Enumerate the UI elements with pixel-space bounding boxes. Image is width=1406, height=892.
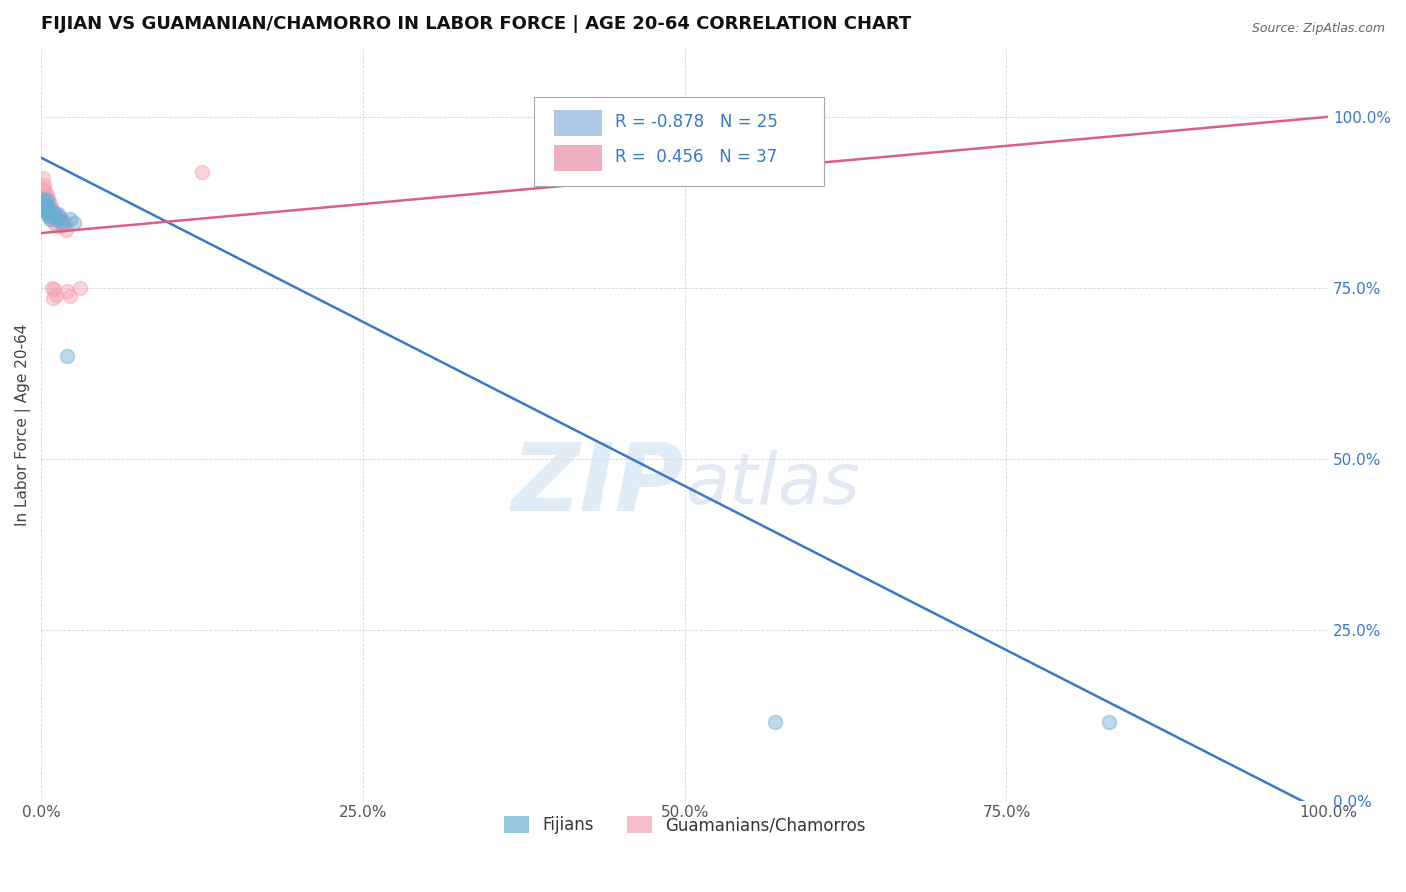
Point xyxy=(56,349,79,363)
Point xyxy=(53,216,76,230)
Point xyxy=(32,181,55,195)
Legend: Fijians, Guamanians/Chamorros: Fijians, Guamanians/Chamorros xyxy=(498,810,873,841)
Point xyxy=(48,213,70,227)
Point xyxy=(39,197,62,211)
Point xyxy=(32,195,55,210)
Point xyxy=(56,284,79,298)
Point xyxy=(45,207,67,221)
Point xyxy=(51,213,73,227)
Bar xyxy=(554,110,602,136)
Text: Source: ZipAtlas.com: Source: ZipAtlas.com xyxy=(1251,22,1385,36)
Point xyxy=(52,218,75,232)
Point xyxy=(69,281,91,295)
Point xyxy=(34,199,56,213)
Point xyxy=(45,212,67,227)
Text: FIJIAN VS GUAMANIAN/CHAMORRO IN LABOR FORCE | AGE 20-64 CORRELATION CHART: FIJIAN VS GUAMANIAN/CHAMORRO IN LABOR FO… xyxy=(41,15,911,33)
Point xyxy=(38,205,60,219)
Point xyxy=(41,207,63,221)
Point xyxy=(44,205,66,219)
Point xyxy=(55,222,77,236)
Point xyxy=(45,212,67,227)
Y-axis label: In Labor Force | Age 20-64: In Labor Force | Age 20-64 xyxy=(15,323,31,525)
Point xyxy=(191,164,214,178)
Point xyxy=(45,287,67,301)
Point xyxy=(49,211,72,225)
Point xyxy=(45,219,67,234)
Point xyxy=(39,204,62,219)
Point xyxy=(34,200,56,214)
Point xyxy=(38,202,60,216)
Point xyxy=(51,216,73,230)
Point xyxy=(41,281,63,295)
Point xyxy=(48,211,70,225)
Point xyxy=(39,212,62,227)
Point xyxy=(59,289,82,303)
Point xyxy=(37,192,59,206)
Text: R = -0.878   N = 25: R = -0.878 N = 25 xyxy=(616,113,778,131)
Point xyxy=(38,209,60,223)
Point xyxy=(41,212,63,227)
Point xyxy=(34,185,56,199)
Point xyxy=(38,195,60,210)
Bar xyxy=(554,145,602,171)
Point xyxy=(34,193,56,207)
Point xyxy=(37,200,59,214)
Text: R =  0.456   N = 37: R = 0.456 N = 37 xyxy=(616,148,778,167)
Point xyxy=(37,207,59,221)
Point xyxy=(35,199,58,213)
Point xyxy=(49,213,72,227)
Point xyxy=(49,219,72,234)
Point xyxy=(1098,714,1121,729)
Point xyxy=(31,171,53,186)
Point xyxy=(62,216,84,230)
Point xyxy=(37,199,59,213)
Point xyxy=(44,216,66,230)
Point xyxy=(44,209,66,223)
Point xyxy=(763,714,786,729)
Point xyxy=(42,204,65,219)
Point xyxy=(46,209,69,223)
Point xyxy=(42,209,65,223)
Point xyxy=(31,192,53,206)
Point xyxy=(59,212,82,227)
FancyBboxPatch shape xyxy=(534,97,824,186)
Point xyxy=(35,205,58,219)
Point xyxy=(44,282,66,296)
Point xyxy=(41,202,63,216)
Point xyxy=(35,193,58,207)
Point xyxy=(35,188,58,202)
Point xyxy=(39,207,62,221)
Point xyxy=(42,291,65,305)
Text: atlas: atlas xyxy=(685,450,859,519)
Point xyxy=(46,207,69,221)
Text: ZIP: ZIP xyxy=(512,439,685,531)
Point xyxy=(32,178,55,193)
